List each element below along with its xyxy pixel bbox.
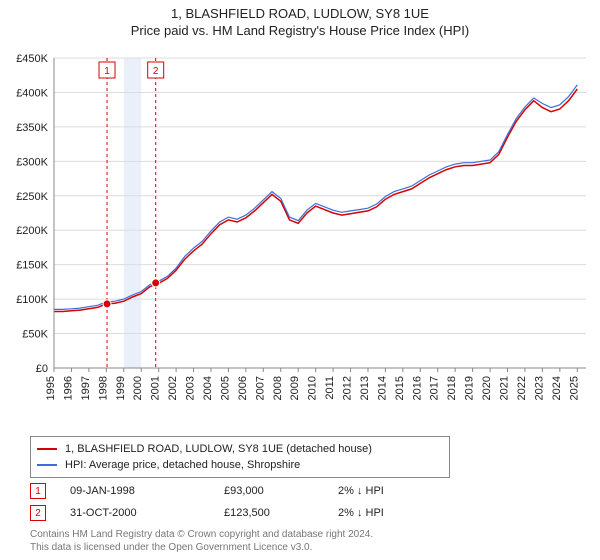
title-line1: 1, BLASHFIELD ROAD, LUDLOW, SY8 1UE xyxy=(0,6,600,21)
svg-text:2014: 2014 xyxy=(376,376,388,400)
legend: 1, BLASHFIELD ROAD, LUDLOW, SY8 1UE (det… xyxy=(30,436,450,478)
svg-text:2015: 2015 xyxy=(394,376,406,400)
marker-price: £123,500 xyxy=(224,507,314,519)
legend-row: HPI: Average price, detached house, Shro… xyxy=(37,457,443,473)
svg-text:2011: 2011 xyxy=(324,376,336,400)
marker-price: £93,000 xyxy=(224,485,314,497)
svg-text:2023: 2023 xyxy=(533,376,545,400)
svg-text:2: 2 xyxy=(153,66,159,77)
svg-text:2010: 2010 xyxy=(307,376,319,400)
svg-text:2025: 2025 xyxy=(568,376,580,400)
svg-text:1996: 1996 xyxy=(62,376,74,400)
svg-text:£350K: £350K xyxy=(16,122,48,134)
line-chart: £0 £50K £100K £150K £200K £250K £300K £350K £400… xyxy=(6,48,594,428)
marker-table: 1 09-JAN-1998 £93,000 2% ↓ HPI 2 31-OCT-2000 £… xyxy=(30,480,384,524)
legend-swatch xyxy=(37,448,57,450)
svg-text:2020: 2020 xyxy=(481,376,493,400)
chart-container: £0 £50K £100K £150K £200K £250K £300K £350K £400… xyxy=(6,48,594,428)
footer-attribution: Contains HM Land Registry data © Crown c… xyxy=(30,528,373,554)
chart-title-block: 1, BLASHFIELD ROAD, LUDLOW, SY8 1UE Pric… xyxy=(0,0,600,38)
svg-text:2005: 2005 xyxy=(219,376,231,400)
svg-text:£450K: £450K xyxy=(16,53,48,65)
svg-text:2022: 2022 xyxy=(516,376,528,400)
footer-line1: Contains HM Land Registry data © Crown c… xyxy=(30,528,373,541)
svg-text:2007: 2007 xyxy=(254,376,266,400)
svg-text:1999: 1999 xyxy=(115,376,127,400)
svg-text:£50K: £50K xyxy=(22,329,48,341)
svg-text:1998: 1998 xyxy=(97,376,109,400)
marker-badge: 2 xyxy=(30,505,46,521)
svg-text:£200K: £200K xyxy=(16,225,48,237)
svg-text:2004: 2004 xyxy=(202,376,214,400)
title-line2: Price paid vs. HM Land Registry's House … xyxy=(0,23,600,38)
svg-text:2018: 2018 xyxy=(446,376,458,400)
marker-date: 31-OCT-2000 xyxy=(70,507,200,519)
legend-row: 1, BLASHFIELD ROAD, LUDLOW, SY8 1UE (det… xyxy=(37,441,443,457)
svg-text:£250K: £250K xyxy=(16,191,48,203)
svg-text:2024: 2024 xyxy=(551,376,563,400)
svg-text:2009: 2009 xyxy=(289,376,301,400)
svg-text:2001: 2001 xyxy=(150,376,162,400)
marker-badge: 1 xyxy=(30,483,46,499)
svg-text:2013: 2013 xyxy=(359,376,371,400)
svg-text:2006: 2006 xyxy=(237,376,249,400)
svg-text:2017: 2017 xyxy=(429,376,441,400)
marker-change: 2% ↓ HPI xyxy=(338,485,384,497)
legend-label: 1, BLASHFIELD ROAD, LUDLOW, SY8 1UE (det… xyxy=(65,441,372,457)
svg-text:2021: 2021 xyxy=(499,376,511,400)
marker-change: 2% ↓ HPI xyxy=(338,507,384,519)
svg-text:1995: 1995 xyxy=(45,376,57,400)
svg-text:2003: 2003 xyxy=(185,376,197,400)
svg-text:2002: 2002 xyxy=(167,376,179,400)
svg-text:2012: 2012 xyxy=(342,376,354,400)
marker-date: 09-JAN-1998 xyxy=(70,485,200,497)
svg-text:£0: £0 xyxy=(36,363,48,375)
marker-row: 2 31-OCT-2000 £123,500 2% ↓ HPI xyxy=(30,502,384,524)
svg-text:£100K: £100K xyxy=(16,294,48,306)
marker-row: 1 09-JAN-1998 £93,000 2% ↓ HPI xyxy=(30,480,384,502)
svg-text:2008: 2008 xyxy=(272,376,284,400)
svg-text:£400K: £400K xyxy=(16,87,48,99)
svg-text:2016: 2016 xyxy=(411,376,423,400)
svg-text:£150K: £150K xyxy=(16,260,48,272)
svg-text:£300K: £300K xyxy=(16,156,48,168)
legend-swatch xyxy=(37,464,57,466)
svg-text:2000: 2000 xyxy=(132,376,144,400)
footer-line2: This data is licensed under the Open Gov… xyxy=(30,541,373,554)
svg-text:2019: 2019 xyxy=(464,376,476,400)
svg-text:1997: 1997 xyxy=(80,376,92,400)
svg-text:1: 1 xyxy=(104,66,110,77)
legend-label: HPI: Average price, detached house, Shro… xyxy=(65,457,300,473)
